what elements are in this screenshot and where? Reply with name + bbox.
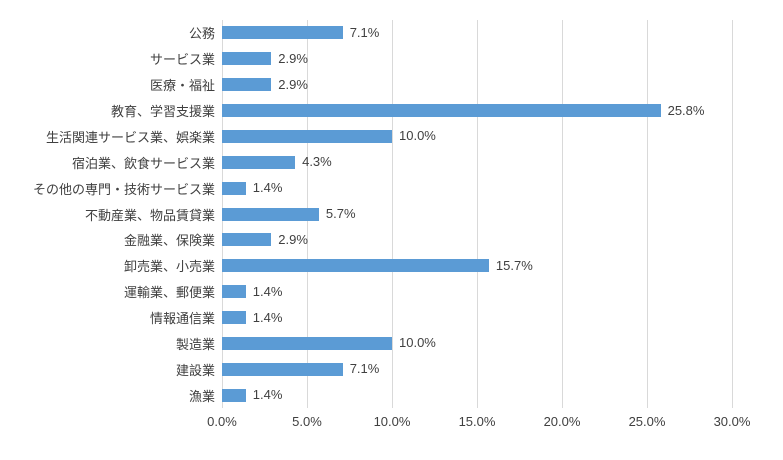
data-label: 15.7%: [495, 257, 533, 273]
bar: [222, 181, 246, 195]
x-tick-label: 20.0%: [543, 414, 581, 429]
bar: [222, 155, 296, 169]
data-label: 7.1%: [349, 361, 380, 377]
bar: [222, 129, 392, 143]
gridline: [647, 20, 648, 408]
data-label: 1.4%: [252, 283, 283, 299]
category-label: 漁業: [188, 388, 215, 404]
category-label: 不動産業、物品賃貸業: [84, 207, 215, 223]
bar: [222, 233, 272, 247]
category-label: その他の専門・技術サービス業: [32, 181, 215, 197]
category-label: 卸売業、小売業: [123, 259, 215, 275]
data-label: 1.4%: [252, 180, 283, 196]
data-label: 2.9%: [278, 76, 308, 92]
x-tick-label: 0.0%: [207, 414, 237, 429]
data-label: 5.7%: [325, 206, 356, 221]
gridline: [392, 20, 393, 408]
x-tick-label: 15.0%: [458, 414, 496, 429]
data-label: 10.0%: [399, 128, 436, 144]
category-label: 建設業: [175, 362, 215, 378]
bar: [222, 311, 246, 324]
category-label: サービス業: [149, 52, 215, 68]
data-label: 7.1%: [349, 24, 380, 40]
bar: [222, 104, 661, 117]
data-label: 2.9%: [278, 50, 308, 66]
x-tick-label: 25.0%: [628, 414, 666, 429]
bar: [222, 285, 246, 299]
gridline: [477, 20, 478, 408]
category-label: 生活関連サービス業、娯楽業: [45, 129, 215, 145]
bar: [222, 362, 343, 376]
category-label: 金融業、保険業: [123, 233, 215, 249]
data-label: 1.4%: [252, 387, 283, 403]
data-label: 25.8%: [667, 102, 705, 118]
data-label: 4.3%: [302, 154, 332, 170]
x-tick-label: 5.0%: [292, 414, 322, 429]
bar: [222, 78, 272, 92]
x-tick-label: 30.0%: [713, 414, 751, 429]
data-label: 1.4%: [252, 309, 283, 325]
category-label: 宿泊業、飲食サービス業: [71, 155, 215, 171]
category-label: 運輸業、郵便業: [123, 285, 215, 301]
category-label: 医療・福祉: [149, 78, 215, 94]
data-label: 2.9%: [278, 231, 308, 247]
gridline: [732, 20, 733, 408]
x-tick-label: 10.0%: [373, 414, 411, 429]
bar: [222, 52, 272, 66]
bar: [222, 388, 246, 402]
bar: [222, 259, 489, 273]
bar: [222, 26, 343, 40]
bar: [222, 336, 392, 350]
category-label: 情報通信業: [149, 310, 215, 326]
category-label: 教育、学習支援業: [110, 104, 215, 120]
data-label: 10.0%: [399, 335, 436, 351]
bar: [222, 207, 319, 221]
category-label: 製造業: [175, 336, 215, 352]
plot-area: 7.1% 2.9% 2.9% 25.8% 10.0% 4.3% 1.4% 5.7% 2.9% 15…: [222, 20, 733, 408]
category-label: 公務: [188, 26, 215, 42]
gridline: [562, 20, 563, 408]
